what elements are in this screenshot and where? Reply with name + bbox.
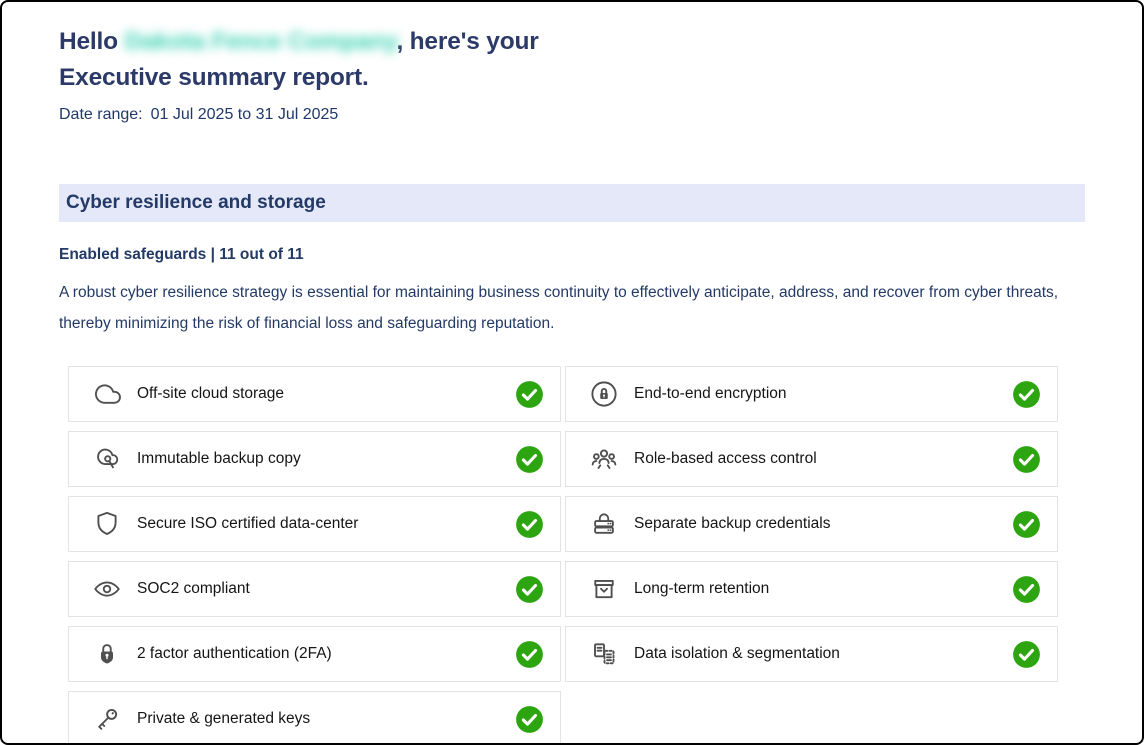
safeguard-card-end-to-end-encryption: End-to-end encryption [565,366,1058,422]
check-circle-icon [515,705,544,734]
server-lock-icon [588,508,620,540]
safeguards-counter: Enabled safeguards | 11 out of 11 [59,246,304,263]
company-name-redacted: Dakota Fence Company [124,28,397,55]
safeguard-card-data-isolation: Data isolation & segmentation [565,626,1058,682]
users-group-icon [588,443,620,475]
page-title: Hello Dakota Fence Company, here's your … [59,24,1085,96]
greeting-prefix: Hello [59,28,125,55]
date-range: Date range: 01 Jul 2025 to 31 Jul 2025 [59,106,1085,124]
safeguard-label: Immutable backup copy [137,450,301,467]
safeguard-label: Long-term retention [634,580,770,597]
safeguard-card-role-based-access-control: Role-based access control [565,431,1058,487]
safeguard-label: Private & generated keys [137,710,311,727]
check-circle-icon [1012,510,1041,539]
date-range-value: 01 Jul 2025 to 31 Jul 2025 [150,106,339,123]
safeguard-card-immutable-backup-copy: Immutable backup copy [68,431,561,487]
check-circle-icon [515,510,544,539]
safeguard-card-offsite-cloud-storage: Off-site cloud storage [68,366,561,422]
check-circle-icon [515,640,544,669]
report-title-line2: Executive summary report. [59,64,369,91]
safeguard-card-long-term-retention: Long-term retention [565,561,1058,617]
safeguard-label: End-to-end encryption [634,385,787,402]
date-range-label: Date range: [59,106,143,123]
safeguard-label: Off-site cloud storage [137,385,285,402]
lock-circle-icon [588,378,620,410]
check-circle-icon [1012,380,1041,409]
safeguard-card-separate-backup-credentials: Separate backup credentials [565,496,1058,552]
key-icon [91,703,123,735]
greeting-suffix: , here's your [396,28,539,55]
safeguard-card-private-generated-keys: Private & generated keys [68,691,561,743]
safeguard-card-2fa: 2 factor authentication (2FA) [68,626,561,682]
archive-box-icon [588,573,620,605]
check-circle-icon [1012,575,1041,604]
safeguard-label: SOC2 compliant [137,580,250,597]
check-circle-icon [1012,640,1041,669]
safeguard-card-soc2-compliant: SOC2 compliant [68,561,561,617]
safeguard-label: Separate backup credentials [634,515,831,532]
check-circle-icon [515,575,544,604]
check-circle-icon [515,380,544,409]
data-cards-icon [588,638,620,670]
cloud-pin-icon [91,443,123,475]
safeguard-label: Data isolation & segmentation [634,645,840,662]
padlock-icon [91,638,123,670]
safeguards-grid: Off-site cloud storage End-to-end encryp… [68,366,1058,743]
check-circle-icon [515,445,544,474]
eye-icon [91,573,123,605]
cloud-icon [91,378,123,410]
safeguard-label: 2 factor authentication (2FA) [137,645,332,662]
safeguard-label: Role-based access control [634,450,817,467]
section-banner: Cyber resilience and storage [59,184,1085,222]
section-description: A robust cyber resilience strategy is es… [59,284,1059,332]
section-title: Cyber resilience and storage [66,192,326,213]
safeguard-card-secure-iso-data-center: Secure ISO certified data-center [68,496,561,552]
shield-icon [91,508,123,540]
check-circle-icon [1012,445,1041,474]
safeguard-label: Secure ISO certified data-center [137,515,359,532]
